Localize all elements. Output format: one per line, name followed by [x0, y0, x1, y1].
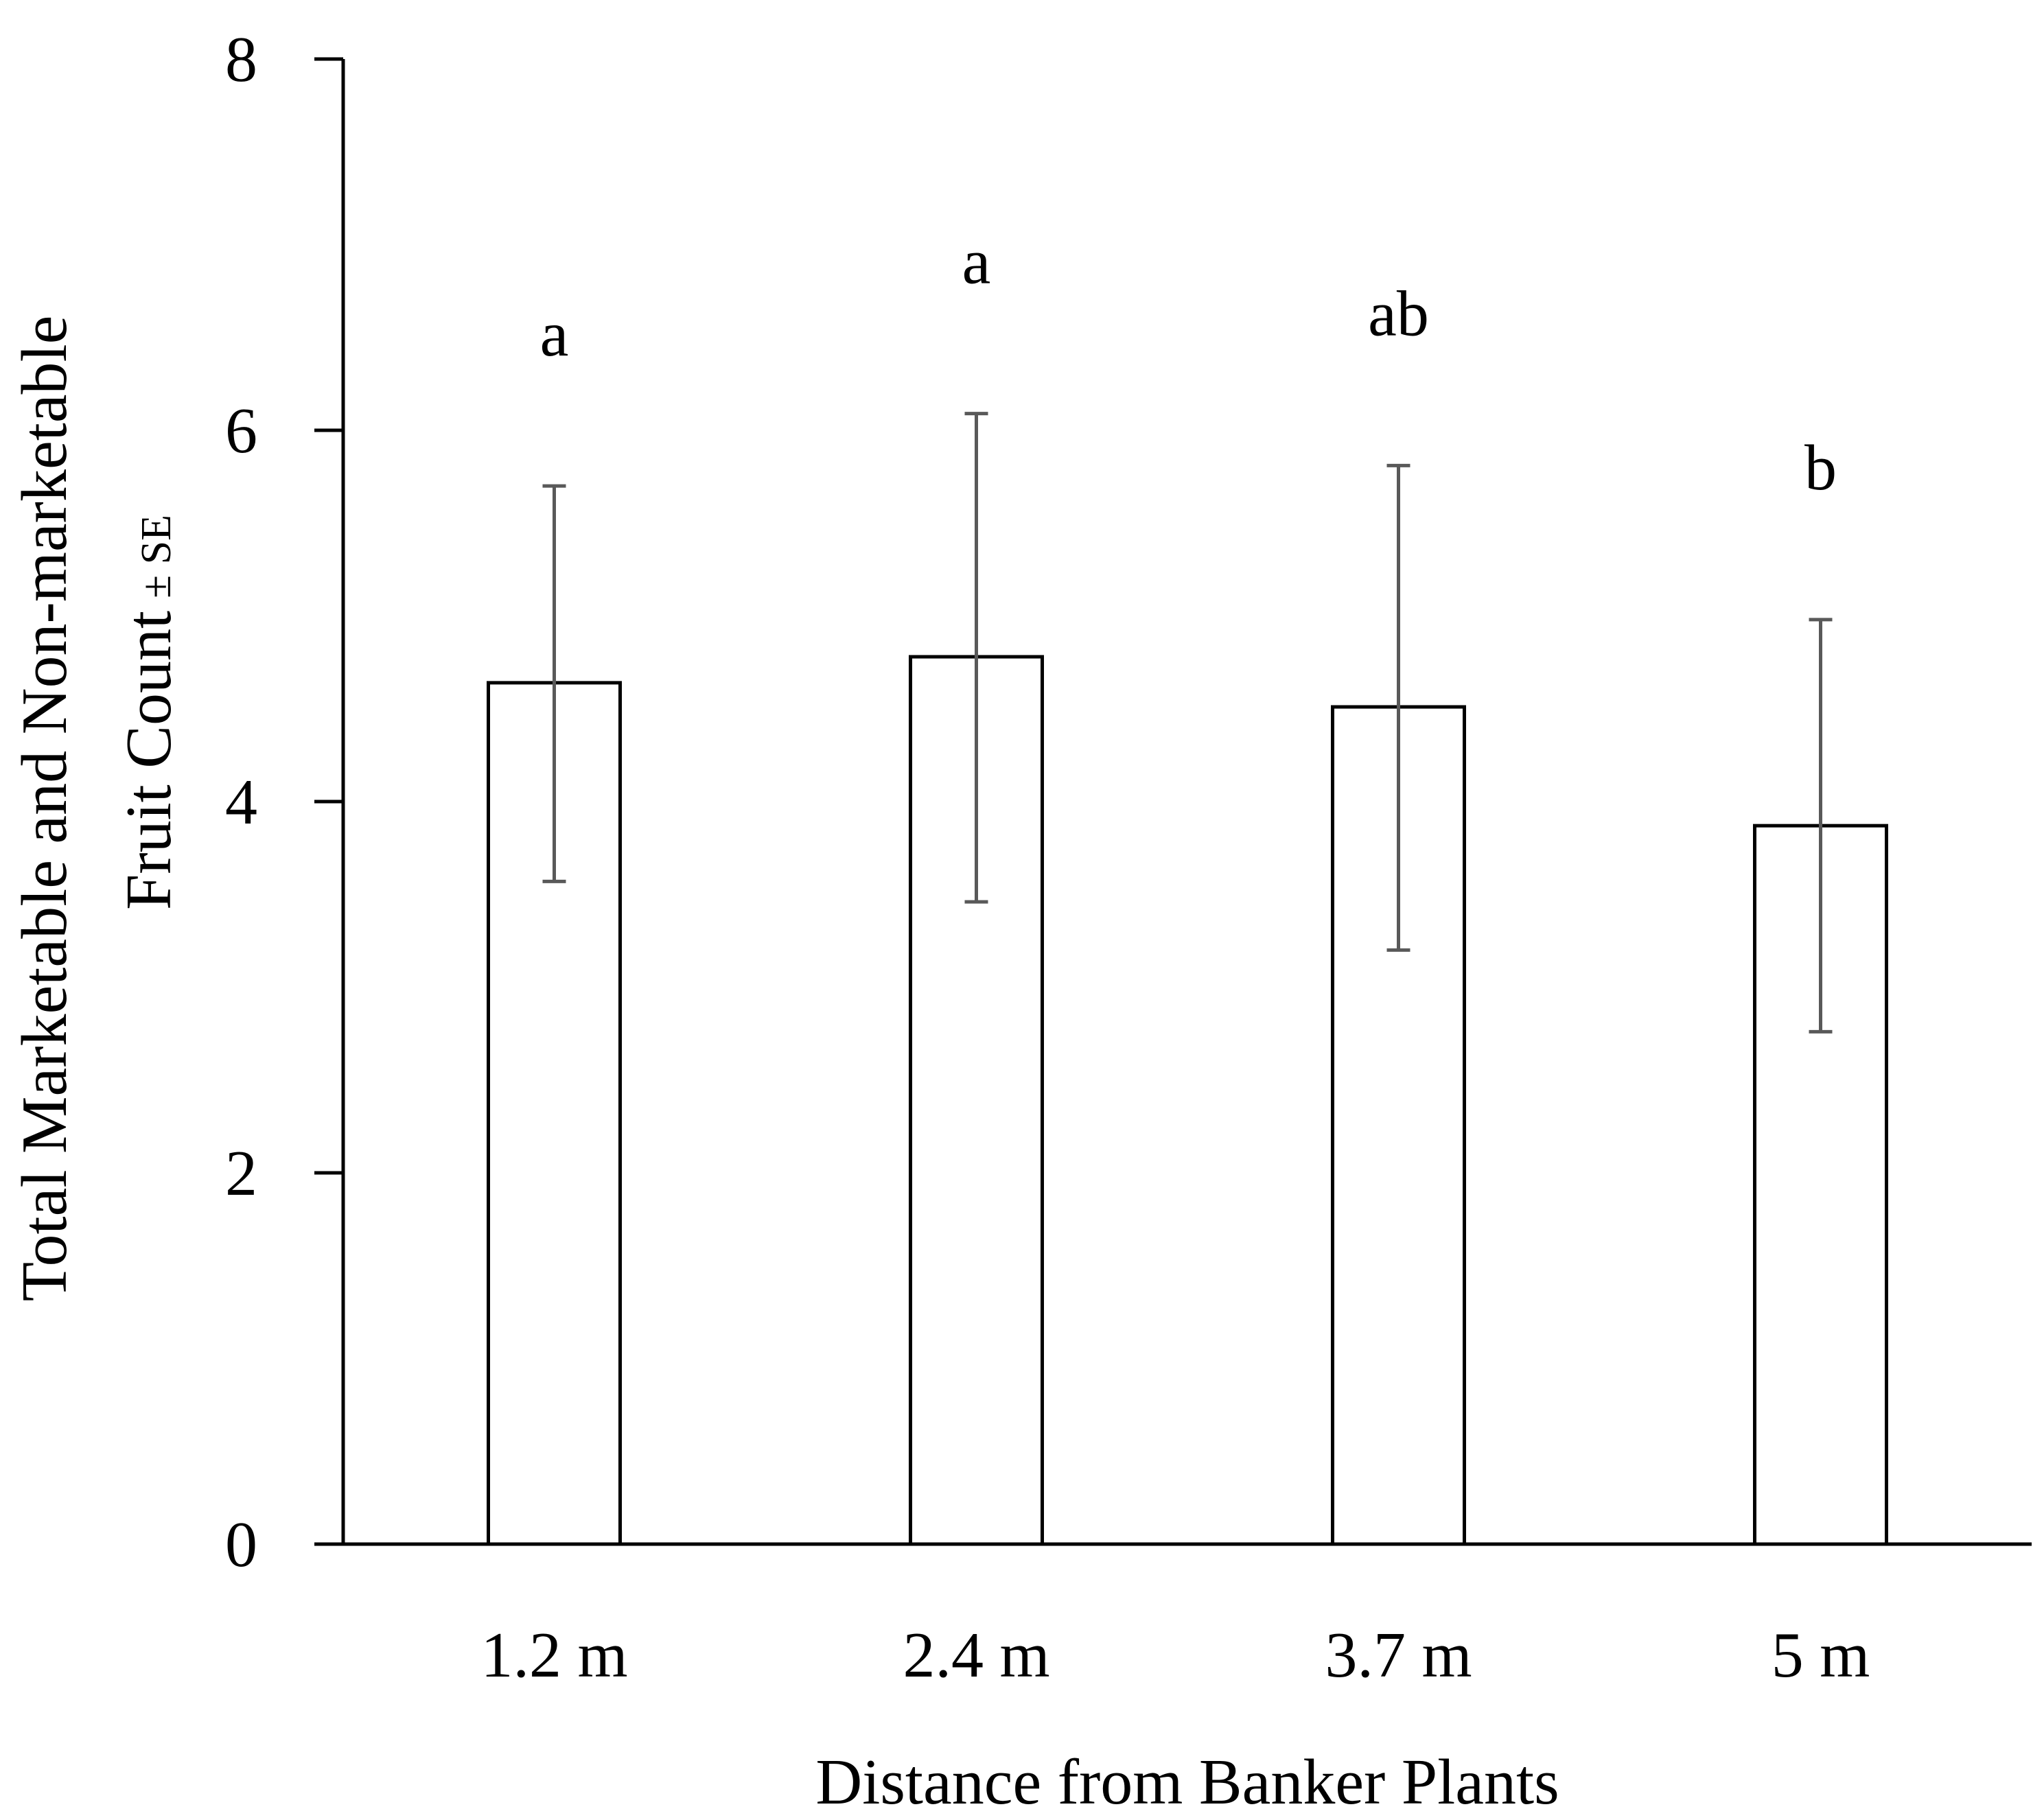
y-axis-title-line2-main: Fruit Count: [113, 611, 185, 910]
error-bar: [542, 484, 566, 883]
y-axis-title-line2: Fruit Count ± SE: [113, 515, 185, 910]
x-tick-labels: 1.2 m 2.4 m 3.7 m 5 m: [480, 1620, 1870, 1691]
y-tick-label: 6: [225, 395, 257, 467]
x-tick-label: 3.7 m: [1325, 1620, 1472, 1691]
y-tick-label: 2: [225, 1138, 257, 1209]
x-tick-label: 5 m: [1772, 1620, 1870, 1691]
significance-letter: a: [962, 226, 991, 298]
error-bars: [542, 412, 1833, 1034]
significance-letter: ab: [1368, 278, 1429, 349]
error-bar: [1809, 618, 1833, 1034]
error-bar: [1386, 463, 1410, 952]
significance-letters: a a ab b: [540, 226, 1837, 504]
x-axis-title: Distance from Banker Plants: [815, 1747, 1559, 1818]
y-ticks: 0 2 4 6 8: [225, 24, 343, 1580]
y-axis-title-line2-suffix: ± SE: [133, 515, 180, 598]
error-bar: [964, 412, 988, 904]
x-tick-label: 1.2 m: [480, 1620, 627, 1691]
significance-letter: a: [540, 299, 569, 370]
y-tick-label: 4: [225, 767, 257, 838]
significance-letter: b: [1804, 432, 1837, 504]
y-tick-label: 0: [225, 1509, 257, 1580]
x-tick-label: 2.4 m: [903, 1620, 1049, 1691]
y-tick-label: 8: [225, 24, 257, 95]
bars: [487, 655, 1888, 1546]
y-axis-title-line1: Total Marketable and Non-marketable: [9, 316, 80, 1302]
y-axis-title: Total Marketable and Non-marketable Frui…: [9, 316, 185, 1302]
